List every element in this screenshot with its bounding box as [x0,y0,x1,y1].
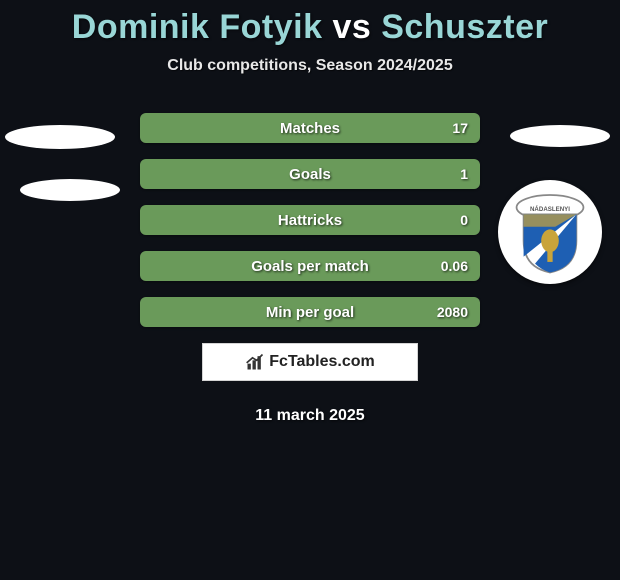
stat-label: Goals [289,166,331,183]
stat-label: Matches [280,120,340,137]
stat-row-min-per-goal: Min per goal 2080 [140,297,480,327]
stat-label: Goals per match [251,258,369,275]
stats-bars: Matches 17 Goals 1 Hattricks 0 Goals per… [140,113,480,327]
stat-value: 0 [460,212,468,228]
stat-label: Min per goal [266,304,354,321]
stat-label: Hattricks [278,212,342,229]
stat-value: 17 [452,120,468,136]
stat-row-goals-per-match: Goals per match 0.06 [140,251,480,281]
player-2-club-badge: NÁDASLENYI [498,180,602,284]
player-1-name: Dominik Fotyik [72,8,323,46]
player-1-club-placeholder [20,179,120,201]
subtitle: Club competitions, Season 2024/2025 [0,57,620,75]
player-2-photo-placeholder [510,125,610,147]
bar-chart-icon [245,352,265,372]
stat-row-goals: Goals 1 [140,159,480,189]
player-2-name: Schuszter [381,8,548,46]
svg-text:NÁDASLENYI: NÁDASLENYI [530,206,570,213]
stat-row-hattricks: Hattricks 0 [140,205,480,235]
stat-row-matches: Matches 17 [140,113,480,143]
brand-text: FcTables.com [269,353,375,371]
stat-value: 0.06 [441,258,468,274]
date-label: 11 march 2025 [0,407,620,425]
player-1-photo-placeholder [5,125,115,149]
stat-value: 1 [460,166,468,182]
brand-badge: FcTables.com [202,343,418,381]
club-shield-icon: NÁDASLENYI [506,188,594,276]
page-title: Dominik Fotyik vs Schuszter [0,0,620,47]
stat-value: 2080 [437,304,468,320]
vs-separator: vs [332,8,371,46]
